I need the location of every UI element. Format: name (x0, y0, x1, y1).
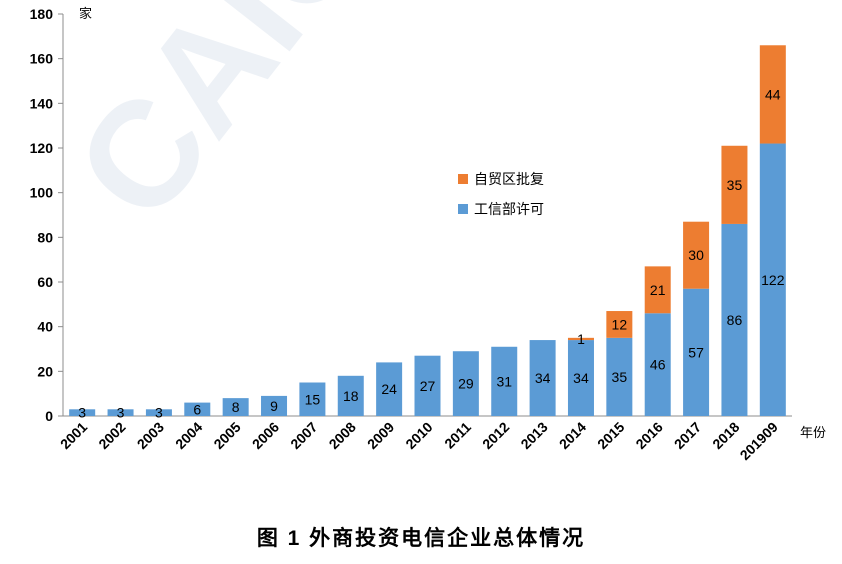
data-label: 34 (535, 370, 551, 386)
data-label: 3 (117, 405, 125, 421)
y-tick-label: 20 (37, 363, 53, 379)
data-label: 46 (650, 357, 666, 373)
bar-segment-license (184, 402, 211, 416)
bar-segment-license (222, 398, 249, 416)
x-tick-label: 2008 (326, 419, 359, 452)
bar-segment-license (261, 395, 288, 416)
x-tick-label: 2006 (249, 419, 282, 452)
data-label: 8 (232, 399, 240, 415)
x-tick-label: 2003 (134, 419, 167, 452)
bar-segment-ftz (683, 221, 710, 289)
bar-segment-license (491, 346, 518, 416)
y-tick-label: 140 (30, 95, 54, 111)
y-tick-label: 160 (30, 51, 54, 67)
data-label: 35 (612, 369, 628, 385)
x-tick-label: 2001 (57, 419, 90, 452)
x-tick-label: 2007 (287, 419, 320, 452)
x-tick-label: 2002 (95, 419, 128, 452)
x-tick-label: 2012 (479, 419, 512, 452)
data-label: 44 (765, 86, 781, 102)
data-label: 31 (496, 373, 512, 389)
data-label: 12 (612, 316, 628, 332)
bar-segment-license (644, 313, 671, 416)
bar-segment-license (145, 409, 172, 416)
x-tick-label: 2009 (364, 419, 397, 452)
bar-segment-license (567, 340, 594, 416)
y-tick-label: 40 (37, 319, 53, 335)
y-tick-label: 80 (37, 229, 53, 245)
data-label: 6 (193, 401, 201, 417)
x-tick-label: 2018 (709, 419, 742, 452)
legend-swatch-ftz (458, 174, 468, 184)
x-tick-label: 2004 (172, 419, 205, 452)
bar-segment-license (683, 288, 710, 416)
y-tick-label: 100 (30, 185, 54, 201)
y-axis-label: 家 (79, 6, 92, 21)
y-tick-label: 0 (45, 408, 53, 424)
x-tick-label: 2011 (441, 419, 474, 452)
bar-segment-license (376, 362, 403, 416)
bar-segment-license (452, 351, 479, 416)
bar-segment-ftz (567, 337, 594, 341)
data-label: 3 (78, 405, 86, 421)
y-tick-label: 180 (30, 6, 54, 22)
bar-segment-license (414, 355, 441, 416)
y-tick-label: 120 (30, 140, 54, 156)
legend-swatch-license (458, 204, 468, 214)
legend-label: 工信部许可 (474, 201, 544, 217)
x-tick-label: 201909 (737, 419, 781, 463)
data-label: 30 (688, 247, 704, 263)
data-label: 21 (650, 282, 666, 298)
bar-segment-ftz (606, 311, 633, 338)
y-tick-label: 60 (37, 274, 53, 290)
data-label: 15 (305, 391, 321, 407)
data-label: 9 (270, 398, 278, 414)
x-tick-label: 2010 (402, 419, 435, 452)
bar-segment-ftz (721, 145, 748, 224)
bar-segment-license (299, 382, 326, 416)
legend-label: 自贸区批复 (474, 171, 544, 187)
bar-segment-license (69, 409, 96, 416)
watermark: CAICT (43, 0, 458, 250)
bar-segment-license (529, 340, 556, 416)
bar-segment-license (721, 223, 748, 416)
data-label: 57 (688, 344, 704, 360)
data-label: 122 (761, 272, 785, 288)
bar-segment-license (606, 337, 633, 416)
x-tick-label: 2016 (632, 419, 665, 452)
data-label: 86 (727, 312, 743, 328)
x-tick-label: 2014 (556, 419, 589, 452)
data-label: 34 (573, 370, 589, 386)
x-tick-label: 2005 (210, 419, 243, 452)
data-label: 35 (727, 177, 743, 193)
bar-segment-ftz (644, 266, 671, 314)
data-label: 24 (381, 381, 397, 397)
data-label: 18 (343, 388, 359, 404)
x-axis-label: 年份 (800, 425, 826, 440)
data-label: 27 (420, 378, 436, 394)
figure-caption: 图 1 外商投资电信企业总体情况 (256, 527, 586, 550)
data-label: 3 (155, 405, 163, 421)
bar-segment-ftz (759, 45, 786, 144)
x-tick-label: 2017 (671, 419, 704, 452)
bar-segment-license (107, 409, 134, 416)
data-label: 1 (577, 331, 585, 347)
x-tick-label: 2013 (517, 419, 550, 452)
bar-segment-license (759, 143, 786, 417)
x-tick-label: 2015 (594, 419, 627, 452)
bar-segment-license (337, 375, 364, 416)
data-label: 29 (458, 376, 474, 392)
